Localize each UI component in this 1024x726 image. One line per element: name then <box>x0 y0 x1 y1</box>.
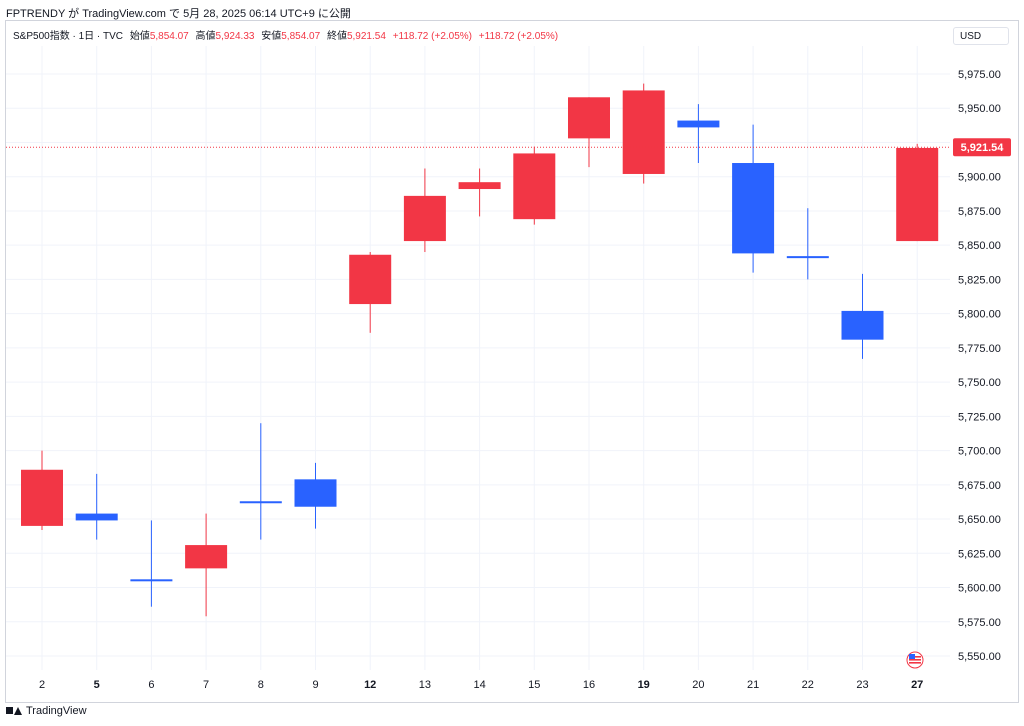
x-tick-label: 14 <box>473 679 485 691</box>
close-label: 終値 <box>326 31 347 42</box>
symbol-legend: S&P500指数 · 1日 · TVC 始値5,854.07 高値5,924.3… <box>13 27 558 42</box>
x-tick-label: 21 <box>747 679 759 691</box>
x-tick-label: 27 <box>911 679 923 691</box>
candle-body <box>185 545 228 569</box>
candle-body <box>568 97 610 139</box>
open-label: 始値 <box>129 31 150 42</box>
x-tick-label: 22 <box>802 679 814 691</box>
y-tick-label: 5,700.00 <box>958 446 1001 458</box>
x-tick-label: 15 <box>528 679 540 691</box>
tradingview-logo-icon <box>6 706 22 716</box>
time-axis: 2 5 6 7 8 9 12 13 14 15 16 19 20 21 22 23 27 <box>39 679 923 691</box>
y-tick-label: 5,575.00 <box>958 617 1001 629</box>
candle[interactable] <box>294 462 337 529</box>
candle-body <box>622 90 665 174</box>
y-tick-label: 5,800.00 <box>958 309 1001 321</box>
x-tick-label: 13 <box>419 679 431 691</box>
high-label: 高値 <box>195 31 216 42</box>
price-axis: 5,550.00 5,575.00 5,600.00 5,625.00 5,650.00… <box>958 69 1001 663</box>
y-tick-label: 5,825.00 <box>958 274 1001 286</box>
x-tick-label: 6 <box>148 679 154 691</box>
candle-body <box>403 195 446 242</box>
candle[interactable] <box>677 104 720 164</box>
candle-body <box>786 256 829 259</box>
y-tick-label: 5,950.00 <box>958 103 1001 115</box>
candle[interactable] <box>349 252 392 333</box>
candle-body <box>75 513 118 521</box>
footer: TradingView <box>6 705 87 717</box>
y-tick-label: 5,600.00 <box>958 583 1001 595</box>
last-price-label: 5,921.54 <box>961 142 1005 154</box>
y-tick-label: 5,725.00 <box>958 411 1001 423</box>
candle-body <box>21 469 63 526</box>
candle-body <box>841 310 884 340</box>
x-tick-label: 16 <box>583 679 595 691</box>
x-tick-label: 12 <box>364 679 376 691</box>
high-value: 5,924.33 <box>215 31 255 42</box>
candle[interactable] <box>239 423 282 540</box>
chart-frame <box>5 20 1019 703</box>
y-tick-label: 5,750.00 <box>958 377 1001 389</box>
candle[interactable] <box>130 520 173 607</box>
x-tick-label: 19 <box>638 679 650 691</box>
us-flag-icon[interactable] <box>906 651 924 669</box>
change-value-2: +118.72 (+2.05%) <box>478 31 559 42</box>
y-tick-label: 5,975.00 <box>958 69 1001 81</box>
candles <box>21 83 939 617</box>
candle-body <box>130 579 173 582</box>
candle[interactable] <box>568 97 610 168</box>
grid <box>6 46 950 670</box>
candle-body <box>513 153 556 220</box>
x-tick-label: 5 <box>94 679 100 691</box>
candle-body <box>239 501 282 504</box>
y-tick-label: 5,775.00 <box>958 343 1001 355</box>
last-price-line: 5,921.54 <box>6 138 1011 157</box>
low-value: 5,854.07 <box>281 31 321 42</box>
last-price-badge <box>953 138 1011 157</box>
candle[interactable] <box>732 124 775 273</box>
candle-body <box>732 163 775 254</box>
y-tick-label: 5,675.00 <box>958 480 1001 492</box>
candle-body <box>677 120 720 128</box>
currency-button[interactable]: USD <box>953 27 1009 45</box>
change-value: +118.72 (+2.05%) <box>392 31 473 42</box>
candle-body <box>458 182 501 190</box>
y-tick-label: 5,650.00 <box>958 514 1001 526</box>
x-tick-label: 8 <box>258 679 264 691</box>
candle[interactable] <box>75 473 118 540</box>
close-value: 5,921.54 <box>346 31 386 42</box>
candle[interactable] <box>185 513 228 617</box>
low-label: 安値 <box>261 31 282 42</box>
candle-body <box>294 479 337 507</box>
footer-brand: TradingView <box>26 705 87 717</box>
candle[interactable] <box>513 146 556 225</box>
candle[interactable] <box>403 168 446 253</box>
y-tick-label: 5,850.00 <box>958 240 1001 252</box>
candle-body <box>896 147 939 242</box>
x-tick-label: 9 <box>312 679 318 691</box>
candle[interactable] <box>21 450 63 531</box>
publish-info: FPTRENDY が TradingView.com で 5月 28, 2025… <box>6 8 351 20</box>
open-value: 5,854.07 <box>149 31 189 42</box>
candle[interactable] <box>458 168 501 217</box>
x-tick-label: 7 <box>203 679 209 691</box>
y-tick-label: 5,625.00 <box>958 548 1001 560</box>
symbol-name[interactable]: S&P500指数 · 1日 · TVC <box>13 31 124 42</box>
y-tick-label: 5,550.00 <box>958 651 1001 663</box>
candle[interactable] <box>622 83 665 184</box>
x-tick-label: 23 <box>856 679 868 691</box>
candle-body <box>349 254 392 305</box>
candle[interactable] <box>896 143 939 242</box>
candle[interactable] <box>786 208 829 280</box>
y-tick-label: 5,875.00 <box>958 206 1001 218</box>
candle[interactable] <box>841 273 884 359</box>
x-tick-label: 2 <box>39 679 45 691</box>
y-tick-label: 5,900.00 <box>958 172 1001 184</box>
x-tick-label: 20 <box>692 679 704 691</box>
